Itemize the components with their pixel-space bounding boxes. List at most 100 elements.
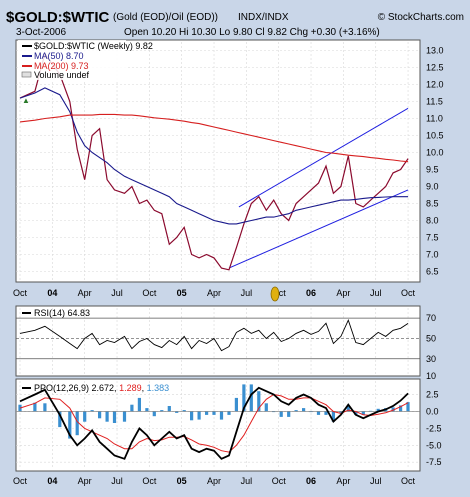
histogram-bar bbox=[257, 391, 261, 412]
x-tick-label: 05 bbox=[177, 288, 187, 298]
histogram-bar bbox=[175, 411, 179, 413]
x-tick-label: Apr bbox=[336, 288, 350, 298]
ppo-y-tick: -7.5 bbox=[426, 457, 442, 467]
up-arrow-icon: ▲ bbox=[22, 96, 30, 105]
rsi-grid: 10 30 50 70 bbox=[16, 308, 436, 381]
histogram-bar bbox=[324, 411, 328, 415]
x-tick-label: Jul bbox=[241, 288, 253, 298]
price-y-tick: 11.0 bbox=[426, 114, 443, 124]
x-tick-label: Oct bbox=[272, 476, 287, 486]
index-label: INDX/INDX bbox=[238, 12, 289, 23]
x-tick-label: Oct bbox=[13, 476, 28, 486]
histogram-bar bbox=[339, 411, 343, 413]
ppo-y-tick: 2.5 bbox=[426, 390, 439, 400]
histogram-bar bbox=[90, 410, 94, 412]
legend-ma200: MA(200) 9.73 bbox=[34, 61, 89, 71]
histogram-bar bbox=[197, 411, 201, 420]
histogram-bar bbox=[361, 411, 365, 415]
price-grid: 6.5 7.0 7.5 8.0 8.5 9.0 9.5 10.0 10.5 11.0 11.5 12.… bbox=[16, 42, 444, 280]
symbol-description: (Gold (EOD)/Oil (EOD)) bbox=[113, 12, 218, 23]
price-y-tick: 12.0 bbox=[426, 80, 444, 90]
price-y-tick: 9.0 bbox=[426, 182, 439, 192]
x-tick-label: Oct bbox=[142, 288, 157, 298]
ppo-y-tick: -5.0 bbox=[426, 440, 442, 450]
x-tick-label: Oct bbox=[13, 288, 28, 298]
histogram-bar bbox=[205, 411, 209, 415]
brand-link[interactable]: © StockCharts.com bbox=[378, 12, 464, 23]
histogram-bar bbox=[331, 411, 335, 422]
series-ma-200- bbox=[19, 113, 409, 163]
ppo-y-tick: -2.5 bbox=[426, 423, 442, 433]
histogram-bar bbox=[287, 411, 291, 417]
histogram-bar bbox=[264, 403, 268, 412]
symbol-title: $GOLD:$WTIC bbox=[6, 9, 109, 26]
x-tick-label: Jul bbox=[241, 476, 253, 486]
price-y-tick: 10.0 bbox=[426, 148, 444, 158]
histogram-bar bbox=[112, 411, 117, 423]
histogram-bar bbox=[145, 408, 149, 412]
histogram-bar bbox=[316, 411, 321, 415]
histogram-bar bbox=[391, 407, 395, 412]
histogram-bar bbox=[160, 410, 164, 412]
trendline bbox=[238, 107, 409, 208]
x-tick-label: 05 bbox=[177, 476, 187, 486]
rsi-plot bbox=[19, 318, 409, 352]
series--gold-wtic bbox=[19, 52, 409, 271]
price-y-tick: 7.5 bbox=[426, 233, 439, 243]
histogram-bar bbox=[346, 406, 350, 412]
histogram-bar bbox=[75, 411, 79, 436]
x-tick-label: Apr bbox=[78, 476, 92, 486]
histogram-bar bbox=[249, 384, 253, 412]
x-tick-label: Jul bbox=[111, 476, 123, 486]
rsi-y-tick: 70 bbox=[426, 313, 436, 323]
price-y-tick: 8.0 bbox=[426, 216, 439, 226]
x-tick-label: Apr bbox=[336, 476, 350, 486]
price-y-tick: 11.5 bbox=[426, 97, 443, 107]
x-tick-label: Jul bbox=[370, 288, 382, 298]
histogram-bar bbox=[302, 408, 306, 412]
price-y-tick: 9.5 bbox=[426, 165, 439, 175]
legend-rsi: RSI(14) 64.83 bbox=[34, 308, 90, 318]
x-tick-label: Apr bbox=[207, 288, 221, 298]
histogram-bar bbox=[122, 411, 127, 422]
quote-date: 3-Oct-2006 bbox=[16, 27, 66, 38]
histogram-bar bbox=[234, 397, 238, 412]
x-tick-label: Oct bbox=[401, 476, 416, 486]
rsi-y-tick: 30 bbox=[426, 354, 436, 364]
event-marker-icon[interactable] bbox=[270, 286, 280, 302]
price-y-tick: 6.5 bbox=[426, 267, 439, 277]
price-y-tick: 7.0 bbox=[426, 250, 439, 260]
x-tick-label: 06 bbox=[306, 288, 316, 298]
series-ppo bbox=[19, 386, 409, 460]
x-tick-label: Jul bbox=[370, 476, 382, 486]
rsi-legend: RSI(14) 64.83 bbox=[22, 308, 90, 318]
ppo-plot bbox=[16, 384, 420, 460]
histogram-bar bbox=[399, 405, 403, 412]
histogram-bar bbox=[43, 403, 47, 412]
histogram-bar bbox=[369, 410, 373, 412]
legend-ppo: PPO(12,26,9) 2.672, 1.289, 1.383 bbox=[34, 383, 169, 393]
histogram-bar bbox=[309, 411, 313, 413]
histogram-bar bbox=[354, 411, 358, 415]
histogram-bar bbox=[58, 411, 62, 428]
series-signal bbox=[19, 393, 409, 453]
histogram-bar bbox=[190, 411, 194, 421]
x-tick-label: Apr bbox=[78, 288, 92, 298]
histogram-bar bbox=[137, 397, 141, 412]
histogram-bar bbox=[227, 411, 231, 415]
histogram-bar bbox=[182, 410, 186, 412]
histogram-bar bbox=[83, 411, 87, 422]
trendline bbox=[228, 189, 409, 269]
histogram-bar bbox=[376, 408, 380, 412]
price-y-tick: 12.5 bbox=[426, 63, 444, 73]
x-axis-bottom: Oct 04 Apr Jul Oct 05 Apr Jul Oct 06 Apr Jul Oct bbox=[13, 476, 416, 486]
x-tick-label: 04 bbox=[47, 288, 57, 298]
ppo-legend: PPO(12,26,9) 2.672, 1.289, 1.383 bbox=[22, 383, 169, 393]
price-plot bbox=[19, 52, 409, 271]
price-y-tick: 10.5 bbox=[426, 131, 444, 141]
x-tick-label: Oct bbox=[142, 476, 157, 486]
legend-ma50: MA(50) 8.70 bbox=[34, 51, 84, 61]
